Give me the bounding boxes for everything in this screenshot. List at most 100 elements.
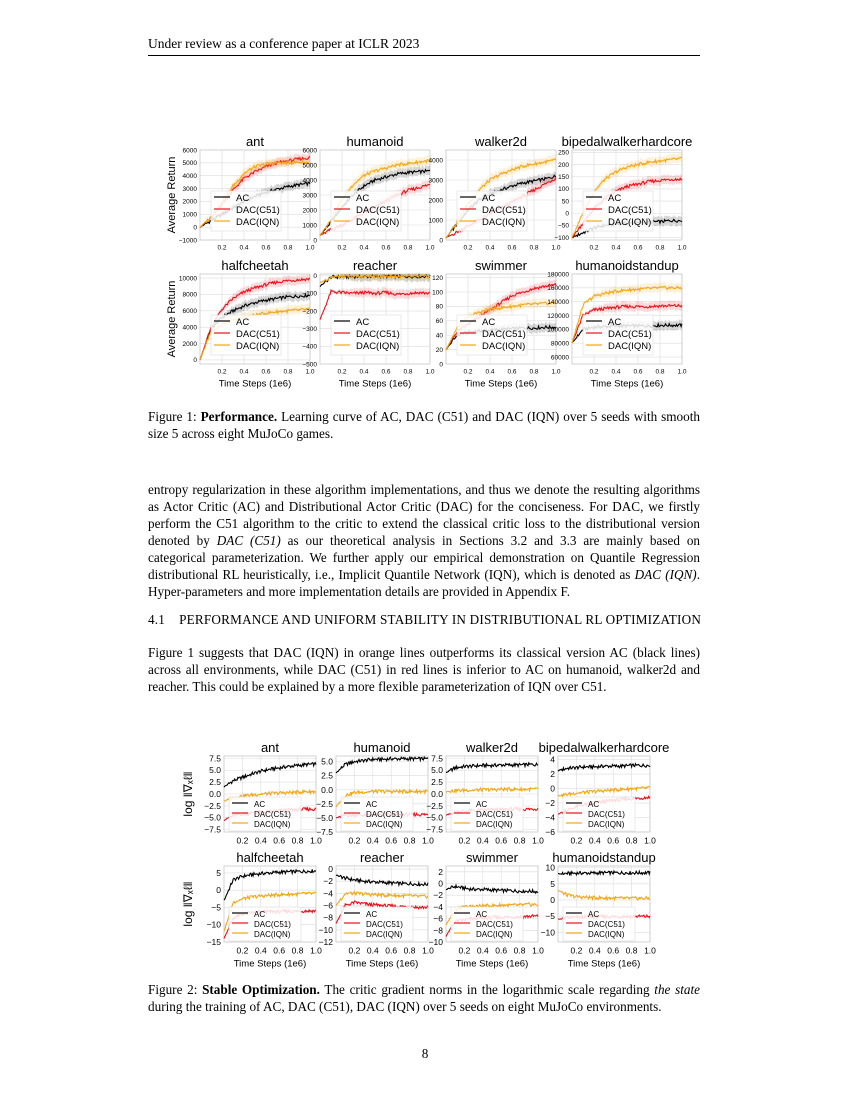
figure-1-caption: Figure 1: Performance. Learning curve of…	[148, 408, 700, 442]
y-tick-label: −6	[433, 914, 443, 924]
x-tick-label: 1.0	[551, 369, 560, 376]
legend-label: AC	[482, 317, 495, 328]
x-tick-label: 0.2	[337, 245, 346, 252]
y-tick-label: 0	[193, 357, 197, 364]
legend-label: AC	[588, 910, 599, 919]
legend-label: AC	[254, 910, 265, 919]
x-tick-label: 0.8	[514, 836, 526, 846]
y-tick-label: 50	[562, 198, 570, 205]
series-line-AC	[335, 755, 429, 774]
x-tick-label: 0.2	[348, 836, 360, 846]
x-axis-label: Time Steps (1e6)	[234, 959, 307, 970]
y-tick-label: 120000	[547, 313, 569, 320]
y-tick-label: −10	[429, 937, 444, 947]
series-line-IQN	[223, 891, 317, 932]
series-line-IQN	[571, 285, 683, 344]
y-tick-label: −2	[433, 890, 443, 900]
y-tick-label: 100	[558, 186, 569, 193]
legend-label: DAC(C51)	[366, 920, 403, 929]
y-tick-label: 6000	[183, 308, 198, 315]
panel-title: swimmer	[475, 258, 528, 273]
panel-halfcheetah: halfcheetah 5 0 −5 −10 −15 0.2 0.4 0.6 0.8 1.0Time…	[207, 850, 323, 970]
panel-humanoid: humanoid 6000 5000 4000 3000 2000 1000 0 0.2 0.4 0…	[303, 134, 435, 252]
series-line-IQN	[557, 785, 651, 799]
y-tick-label: 2.5	[431, 777, 443, 787]
x-tick-label: 0.8	[655, 369, 664, 376]
y-tick-label: −8	[433, 925, 443, 935]
plot-frame	[445, 149, 557, 241]
x-tick-label: 0.6	[507, 245, 516, 252]
legend-label: AC	[366, 910, 377, 919]
y-tick-label: 0	[438, 879, 443, 889]
panel-humanoidstandup: humanoidstandup 180000 160000 140000 120000 1…	[547, 258, 687, 390]
plot-frame	[335, 865, 429, 943]
plot-frame	[335, 755, 429, 833]
series-line-AC	[445, 761, 539, 773]
y-tick-label: 60000	[551, 354, 569, 361]
panel-ant: ant 6000 5000 4000 3000 2000 1000 0 −1000 0.2 0.4 0…	[179, 134, 315, 252]
x-tick-label: 0.6	[261, 245, 270, 252]
x-tick-label: 0.6	[495, 946, 507, 956]
x-tick-label: 1.0	[425, 245, 434, 252]
y-tick-label: −10	[541, 927, 556, 937]
y-tick-label: −8	[323, 913, 333, 923]
x-tick-label: 1.0	[305, 369, 314, 376]
series-band-C51	[200, 274, 310, 360]
x-axis-label: Time Steps (1e6)	[465, 379, 538, 390]
x-tick-label: 0.6	[273, 836, 285, 846]
x-tick-label: 0.6	[273, 946, 285, 956]
y-tick-label: 2.5	[321, 771, 333, 781]
x-tick-label: 0.8	[292, 836, 304, 846]
panel-title: humanoidstandup	[575, 258, 678, 273]
y-axis-label-row-1: log ‖∇ₓℓ‖	[181, 771, 195, 816]
y-tick-label: 0.0	[431, 789, 443, 799]
series-line-IQN	[557, 889, 650, 902]
y-tick-label: −7.5	[426, 825, 443, 835]
x-tick-label: 0.2	[348, 946, 360, 956]
legend-box	[330, 190, 402, 232]
x-tick-label: 1.0	[677, 369, 686, 376]
y-tick-label: 0.0	[321, 785, 333, 795]
x-tick-label: 0.6	[495, 836, 507, 846]
y-tick-label: −200	[302, 308, 317, 315]
x-tick-label: 0.2	[589, 245, 598, 252]
x-tick-label: 0.6	[633, 245, 642, 252]
y-tick-label: 2000	[183, 341, 198, 348]
legend-box	[330, 314, 402, 356]
figure-1-caption-text: Learning curve of AC, DAC (C51) and DAC …	[148, 409, 700, 441]
x-tick-label: 0.2	[570, 836, 582, 846]
x-tick-label: 0.4	[589, 836, 601, 846]
y-tick-label: 3000	[183, 186, 198, 193]
panel-title: humanoid	[346, 134, 403, 149]
y-tick-label: 7.5	[209, 753, 221, 763]
legend-box	[210, 190, 282, 232]
plot-frame	[199, 149, 311, 241]
y-tick-label: −5	[211, 902, 221, 912]
y-tick-label: −100	[302, 291, 317, 298]
y-tick-label: 0	[313, 237, 317, 244]
y-tick-label: 0	[328, 864, 333, 874]
figure-2-caption-italic: the state	[654, 982, 700, 997]
y-tick-label: −4	[323, 888, 333, 898]
y-tick-label: 60	[436, 318, 444, 325]
plot-frame	[571, 273, 683, 365]
legend-label: DAC(IQN)	[366, 820, 403, 829]
y-tick-label: 1000	[183, 212, 198, 219]
y-tick-label: −7.5	[316, 827, 333, 837]
x-axis-label: Time Steps (1e6)	[591, 379, 664, 390]
y-tick-label: 80	[436, 304, 444, 311]
x-tick-label: 0.4	[367, 946, 379, 956]
x-tick-label: 0.6	[381, 369, 390, 376]
y-tick-label: −2.5	[316, 799, 333, 809]
y-tick-label: 250	[558, 150, 569, 157]
y-tick-label: 0	[193, 224, 197, 231]
y-tick-label: −12	[319, 937, 334, 947]
x-tick-label: 1.0	[644, 836, 656, 846]
x-tick-label: 0.2	[236, 946, 248, 956]
